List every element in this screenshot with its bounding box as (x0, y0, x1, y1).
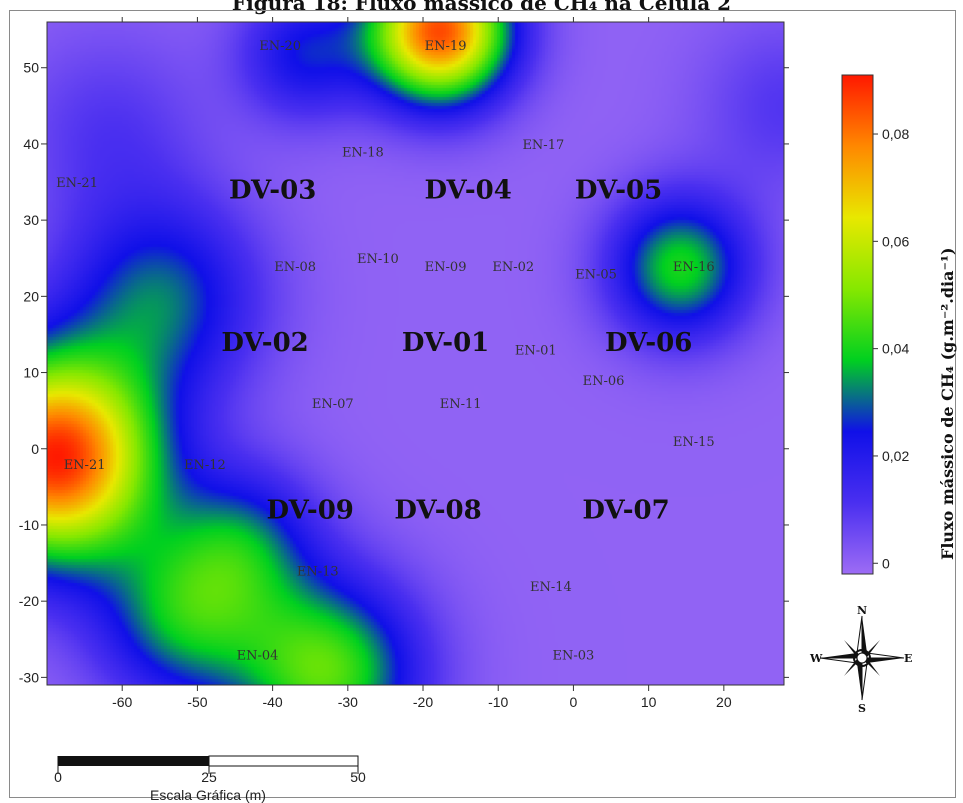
compass-east: E (904, 652, 912, 665)
compass-icon (819, 615, 905, 701)
y-tick-label: 0 (31, 441, 39, 457)
zone-label: DV-01 (402, 328, 489, 358)
y-tick-label: 40 (23, 136, 39, 152)
station-label: EN-08 (274, 260, 316, 275)
station-label: EN-03 (553, 649, 595, 664)
y-tick-label: 30 (23, 212, 39, 228)
zone-label: DV-02 (221, 328, 308, 358)
scale-bar-white (208, 755, 359, 767)
y-tick-label: -10 (19, 517, 39, 533)
scale-bar: 0 25 50 Escala Gráfica (m) (54, 755, 366, 803)
scale-label-50: 50 (350, 769, 366, 785)
scale-title: Escala Gráfica (m) (150, 787, 266, 803)
x-tick-label: -10 (488, 694, 508, 710)
y-tick-label: 10 (23, 365, 39, 381)
station-label: EN-12 (184, 458, 226, 473)
zone-label: DV-04 (424, 176, 511, 206)
station-label: EN-06 (583, 374, 625, 389)
compass-north: N (857, 604, 867, 617)
zone-label: DV-05 (575, 176, 662, 206)
station-label: EN-01 (515, 344, 557, 359)
colorbar: 0 0,02 0,04 0,06 0,08 Fluxo mássico de CH₄ (… (841, 74, 957, 575)
station-label: EN-11 (440, 397, 482, 412)
scale-label-25: 25 (201, 769, 217, 785)
zone-label: DV-09 (267, 496, 354, 526)
y-axis: -30 -20 -10 0 10 20 30 40 50 (19, 60, 789, 685)
y-tick-label: -30 (19, 669, 39, 685)
colorbar-tick-label: 0,04 (882, 341, 909, 357)
x-tick-label: 20 (716, 694, 732, 710)
y-tick-label: 20 (23, 288, 39, 304)
station-label: EN-04 (237, 649, 279, 664)
x-axis: -60 -50 -40 -30 -20 -10 0 10 20 (112, 17, 732, 710)
scale-label-0: 0 (54, 769, 62, 785)
station-label: EN-21 (64, 458, 106, 473)
x-tick-label: -30 (338, 694, 358, 710)
station-label: EN-17 (522, 138, 564, 153)
plot-border (46, 21, 785, 686)
station-label: EN-15 (673, 435, 715, 450)
station-label: EN-18 (342, 146, 384, 161)
x-tick-label: -20 (413, 694, 433, 710)
zone-labels: DV-03 DV-04 DV-05 DV-02 DV-01 DV-06 DV-09 DV-08… (221, 176, 692, 526)
station-label: EN-13 (297, 565, 339, 580)
contour-plot (46, 21, 785, 686)
station-label: EN-21 (56, 176, 98, 191)
colorbar-tick-label: 0,06 (882, 233, 909, 249)
station-label: EN-16 (673, 260, 715, 275)
x-tick-label: -60 (112, 694, 132, 710)
station-label: EN-07 (312, 397, 354, 412)
colorbar-title: Fluxo mássico de CH₄ (g.m⁻².dia⁻¹) (938, 247, 957, 560)
station-label: EN-09 (425, 260, 467, 275)
compass-rose: N S E W (809, 604, 912, 715)
zone-label: DV-03 (229, 176, 316, 206)
colorbar-tick-label: 0,02 (882, 448, 909, 464)
flux-heatmap (47, 22, 784, 685)
compass-west: W (809, 652, 823, 665)
colorbar-tick-label: 0 (882, 555, 890, 571)
y-tick-label: -20 (19, 593, 39, 609)
x-tick-label: -50 (187, 694, 207, 710)
zone-label: DV-06 (605, 328, 692, 358)
x-tick-label: -40 (262, 694, 282, 710)
scale-bar-black (58, 756, 209, 766)
x-tick-label: 10 (641, 694, 657, 710)
x-tick-label: 0 (570, 694, 578, 710)
y-tick-label: 50 (23, 60, 39, 76)
station-label: EN-05 (575, 267, 617, 282)
figure-frame (9, 10, 956, 798)
colorbar-ticks: 0 0,02 0,04 0,06 0,08 (873, 126, 909, 571)
station-label: EN-02 (492, 260, 534, 275)
colorbar-tick-label: 0,08 (882, 126, 909, 142)
station-label: EN-14 (530, 580, 572, 595)
station-label: EN-10 (357, 252, 399, 267)
station-labels: EN-20 EN-19 EN-18 EN-17 EN-21 EN-08 EN-10 EN-09… (56, 39, 714, 664)
station-label: EN-20 (259, 39, 301, 54)
figure-title: Figura 18: Fluxo mássico de CH₄ na Célul… (231, 0, 732, 15)
zone-label: DV-07 (582, 496, 669, 526)
station-label: EN-19 (425, 39, 467, 54)
zone-label: DV-08 (394, 496, 481, 526)
colorbar-gradient (841, 74, 874, 575)
compass-south: S (858, 702, 866, 715)
